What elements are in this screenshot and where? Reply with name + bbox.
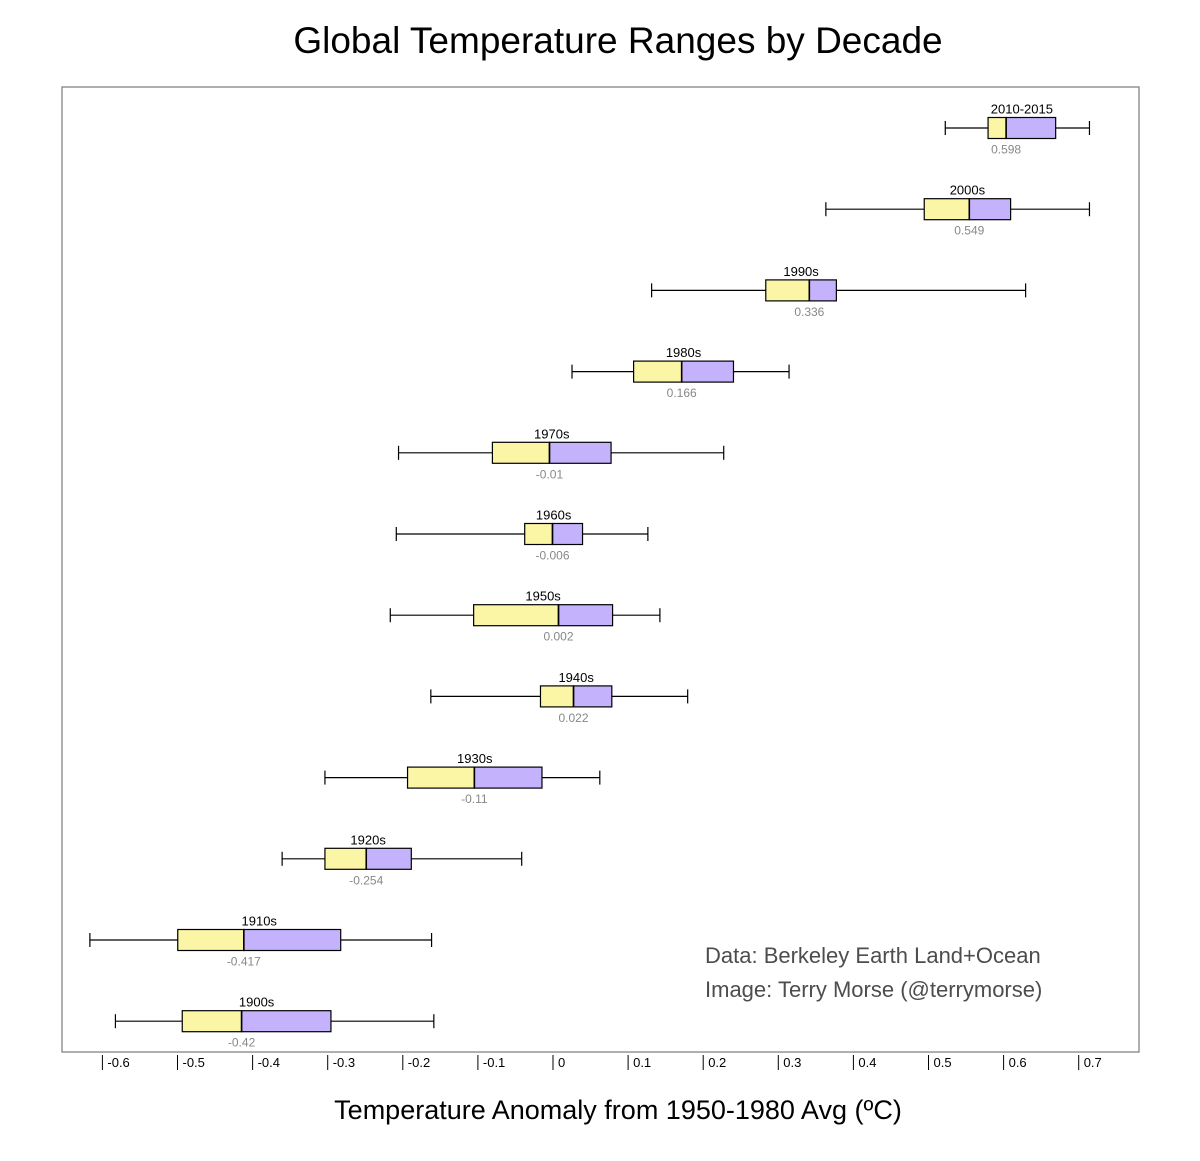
box-group: 1990s 0.336	[651, 264, 1027, 319]
median-value-label: -0.254	[349, 873, 383, 887]
decade-label: 1950s	[525, 589, 561, 604]
x-tick-label: -0.6	[107, 1055, 129, 1070]
decade-label: 1940s	[558, 670, 594, 685]
x-tick-label: -0.2	[408, 1055, 430, 1070]
image-credit: Image: Terry Morse (@terrymorse)	[705, 977, 1043, 1002]
box-group: 2010-2015 0.598	[944, 102, 1091, 157]
decade-label: 1920s	[350, 832, 386, 847]
median-value-label: -0.01	[536, 467, 564, 481]
x-tick-label: -0.4	[258, 1055, 280, 1070]
box-upper	[572, 685, 613, 708]
decade-label: 1980s	[666, 345, 702, 360]
box-lower	[324, 847, 367, 870]
x-tick-label: 0.4	[858, 1055, 876, 1070]
box-upper	[551, 522, 584, 546]
box-lower	[765, 279, 810, 302]
box-upper	[548, 441, 612, 464]
x-tick-label: 0	[558, 1055, 565, 1070]
median-value-label: 0.598	[991, 143, 1021, 157]
box-group: 1940s 0.022	[430, 670, 689, 725]
decade-label: 2010-2015	[991, 102, 1053, 117]
decade-label: 1900s	[239, 995, 275, 1010]
x-tick-label: 0.3	[783, 1055, 801, 1070]
median-value-label: 0.002	[543, 630, 573, 644]
data-credit: Data: Berkeley Earth Land+Ocean	[705, 943, 1041, 968]
box-group: 1920s -0.254	[281, 832, 523, 887]
x-tick-label: 0.6	[1009, 1055, 1027, 1070]
box-group: 1900s -0.42	[114, 995, 435, 1050]
box-lower	[923, 198, 970, 221]
box-group: 1960s -0.006	[395, 508, 649, 563]
decade-label: 1990s	[783, 264, 819, 279]
decade-label: 1930s	[457, 751, 493, 766]
box-upper	[473, 766, 543, 789]
median-value-label: 0.549	[954, 224, 984, 238]
x-tick-label: -0.3	[333, 1055, 355, 1070]
decade-label: 1960s	[536, 508, 572, 523]
decade-label: 1970s	[534, 426, 570, 441]
box-group: 1950s 0.002	[389, 589, 661, 644]
box-upper	[968, 198, 1012, 221]
box-upper	[243, 928, 342, 952]
box-lower	[406, 766, 475, 789]
box-lower	[491, 441, 551, 464]
box-group: 1970s -0.01	[397, 426, 725, 481]
box-upper	[240, 1010, 332, 1033]
box-lower	[524, 522, 554, 546]
decade-label: 2000s	[950, 183, 986, 198]
box-lower	[539, 685, 575, 708]
box-upper	[808, 279, 837, 302]
plot-frame	[61, 86, 1140, 1053]
boxes: 2010-2015 0.598 2000s 0.549 1990s 0.336 1980s 0…	[89, 102, 1091, 1050]
median-value-label: -0.11	[461, 792, 488, 806]
x-tick-label: 0.7	[1084, 1055, 1102, 1070]
box-lower	[987, 116, 1007, 140]
box-lower	[177, 928, 245, 952]
median-value-label: -0.417	[227, 955, 261, 969]
box-lower	[473, 604, 560, 627]
median-value-label: 0.022	[559, 711, 589, 725]
x-tick-label: 0.5	[934, 1055, 952, 1070]
box-upper	[1005, 116, 1057, 140]
box-group: 2000s 0.549	[825, 183, 1091, 238]
box-lower	[633, 360, 683, 383]
box-upper	[365, 847, 412, 870]
decade-label: 1910s	[242, 914, 278, 929]
x-axis-ticks: -0.6 -0.5 -0.4 -0.3 -0.2 -0.1 0 0.1 0.2 0.3 0.4 0.5…	[101, 1055, 1102, 1070]
x-axis-label: Temperature Anomaly from 1950-1980 Avg (…	[334, 1095, 902, 1125]
box-lower	[181, 1010, 243, 1033]
box-upper	[681, 360, 735, 383]
x-tick-label: 0.1	[633, 1055, 651, 1070]
x-tick-label: -0.1	[483, 1055, 505, 1070]
x-tick-label: -0.5	[183, 1055, 205, 1070]
median-value-label: 0.336	[794, 305, 824, 319]
median-value-label: -0.42	[228, 1036, 256, 1050]
median-value-label: 0.166	[667, 386, 697, 400]
box-group: 1930s -0.11	[324, 751, 601, 806]
x-tick-label: 0.2	[708, 1055, 726, 1070]
box-group: 1980s 0.166	[571, 345, 790, 400]
box-group: 1910s -0.417	[89, 914, 433, 969]
box-upper	[557, 604, 614, 627]
chart-title: Global Temperature Ranges by Decade	[293, 20, 943, 61]
median-value-label: -0.006	[535, 549, 569, 563]
